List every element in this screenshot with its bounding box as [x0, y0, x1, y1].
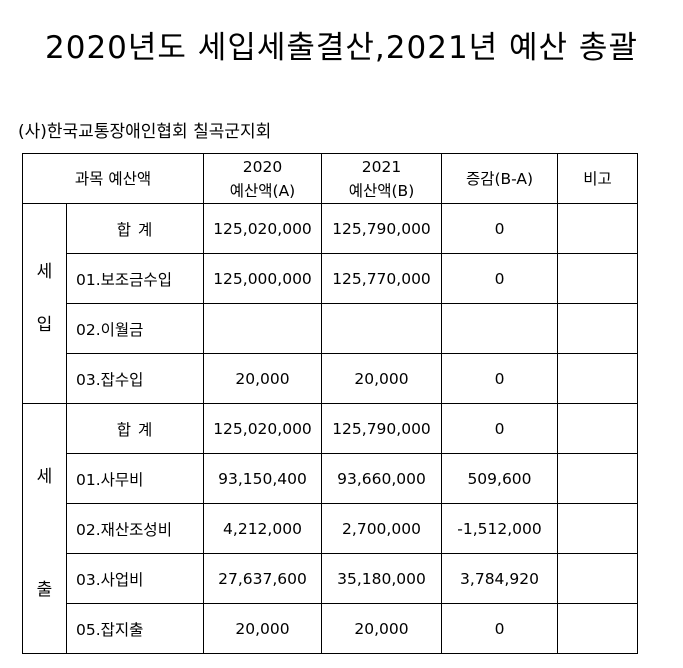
difference-value: 3,784,920 [441, 553, 558, 604]
header-budget-b-year: 2021 [361, 157, 402, 176]
header-row: 과목 예산액 2020 예산액(A) 2021 예산액(B) 증감(B-A) 비… [22, 153, 638, 204]
budget-b-value: 125,770,000 [321, 253, 442, 304]
budget-a-value: 125,000,000 [203, 253, 322, 304]
note-value [557, 503, 638, 554]
table-row: 세 입 합 계 125,020,000 125,790,000 0 [22, 203, 638, 404]
header-budget-b-label: 예산액(B) [348, 181, 415, 200]
budget-b-value: 93,660,000 [321, 453, 442, 504]
budget-a-value: 20,000 [203, 353, 322, 404]
table-row: 01.보조금수입 125,000,000 125,770,000 0 [23, 253, 638, 304]
table-row: 02.이월금 [23, 303, 638, 354]
note-value [557, 203, 638, 254]
revenue-section-char-1: 세 [36, 262, 53, 282]
item-name: 합 계 [66, 203, 204, 254]
expenditure-section-char-1: 세 [36, 467, 53, 487]
table-row: 02.재산조성비 4,212,000 2,700,000 -1,512,000 [23, 503, 638, 554]
table-row: 05.잡지출 20,000 20,000 0 [23, 603, 638, 654]
budget-b-value: 125,790,000 [321, 403, 442, 454]
difference-value: 509,600 [441, 453, 558, 504]
budget-b-value: 125,790,000 [321, 203, 442, 254]
header-difference: 증감(B-A) [441, 153, 558, 204]
table-row: 세 출 합 계 125,020,000 125,790,000 0 [22, 403, 638, 654]
difference-value: -1,512,000 [441, 503, 558, 554]
difference-value: 0 [441, 253, 558, 304]
note-value [557, 303, 638, 354]
header-budget-a: 2020 예산액(A) [203, 153, 322, 204]
difference-value: 0 [441, 203, 558, 254]
budget-b-value: 20,000 [321, 353, 442, 404]
item-name: 03.잡수입 [66, 353, 204, 404]
budget-b-value [321, 303, 442, 354]
difference-value: 0 [441, 603, 558, 654]
note-value [557, 253, 638, 304]
item-name: 01.사무비 [66, 453, 204, 504]
budget-a-value: 20,000 [203, 603, 322, 654]
table-row: 01.사무비 93,150,400 93,660,000 509,600 [23, 453, 638, 504]
table-row: 03.사업비 27,637,600 35,180,000 3,784,920 [23, 553, 638, 604]
budget-b-value: 2,700,000 [321, 503, 442, 554]
revenue-section-char-2: 입 [36, 315, 53, 335]
note-value [557, 603, 638, 654]
budget-a-value: 4,212,000 [203, 503, 322, 554]
header-budget-a-year: 2020 [242, 157, 283, 176]
note-value [557, 453, 638, 504]
item-name: 합 계 [66, 403, 204, 454]
header-budget-b: 2021 예산액(B) [321, 153, 442, 204]
page-title: 2020년도 세입세출결산,2021년 예산 총괄 [45, 30, 638, 66]
expenditure-section-char-2: 출 [36, 580, 53, 600]
item-name: 01.보조금수입 [66, 253, 204, 304]
header-note: 비고 [557, 153, 638, 204]
note-value [557, 403, 638, 454]
table-row: 03.잡수입 20,000 20,000 0 [23, 353, 638, 404]
difference-value [441, 303, 558, 354]
header-subject: 과목 예산액 [22, 153, 204, 204]
item-name: 05.잡지출 [66, 603, 204, 654]
budget-a-value: 125,020,000 [203, 203, 322, 254]
header-budget-a-label: 예산액(A) [229, 181, 296, 200]
budget-a-value: 125,020,000 [203, 403, 322, 454]
budget-a-value [203, 303, 322, 354]
budget-b-value: 35,180,000 [321, 553, 442, 604]
budget-a-value: 27,637,600 [203, 553, 322, 604]
expenditure-section-label: 세 출 [22, 403, 67, 654]
budget-b-value: 20,000 [321, 603, 442, 654]
budget-a-value: 93,150,400 [203, 453, 322, 504]
item-name: 03.사업비 [66, 553, 204, 604]
budget-summary-table: 과목 예산액 2020 예산액(A) 2021 예산액(B) 증감(B-A) 비… [22, 153, 638, 654]
note-value [557, 553, 638, 604]
organization-name: (사)한국교통장애인협회 칠곡군지회 [18, 122, 272, 142]
difference-value: 0 [441, 403, 558, 454]
note-value [557, 353, 638, 404]
item-name: 02.재산조성비 [66, 503, 204, 554]
difference-value: 0 [441, 353, 558, 404]
item-name: 02.이월금 [66, 303, 204, 354]
revenue-section-label: 세 입 [22, 203, 67, 404]
